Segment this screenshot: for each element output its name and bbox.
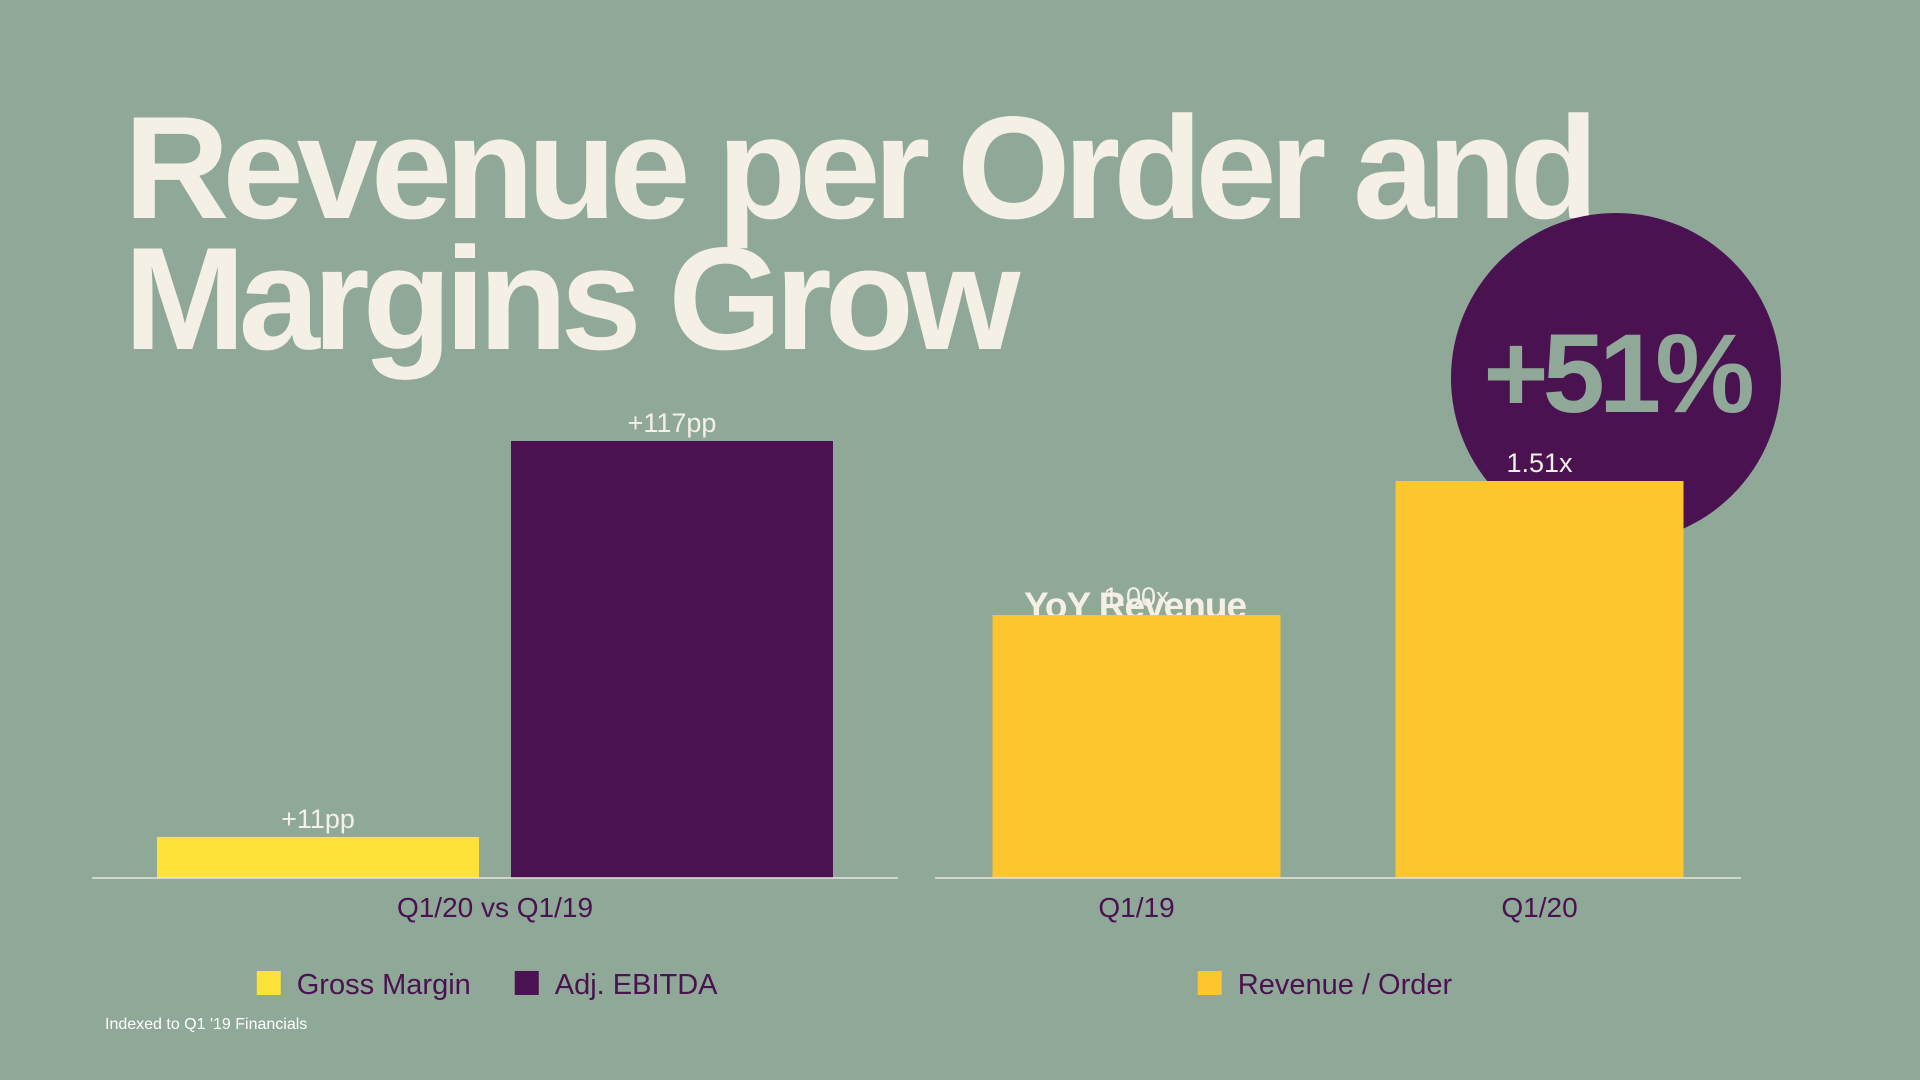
x-tick-label: Q1/19	[1098, 892, 1174, 923]
legend-swatch	[256, 971, 281, 995]
x-tick-label: Q1/20	[1501, 892, 1577, 923]
footnote: Indexed to Q1 '19 Financials	[105, 1016, 307, 1033]
bar	[157, 836, 479, 878]
title-line: Margins Grow	[124, 217, 1021, 380]
value-label: +117pp	[628, 408, 717, 438]
bar	[992, 615, 1281, 878]
legend-label: Gross Margin	[297, 969, 471, 1001]
legend-swatch	[514, 971, 539, 995]
bar	[1395, 481, 1684, 878]
bar	[511, 441, 833, 878]
value-label: +11pp	[281, 804, 355, 834]
x-tick-label: Q1/20 vs Q1/19	[397, 892, 593, 923]
value-label: 1.00x	[1103, 582, 1170, 612]
title-line: Revenue per Order and	[124, 86, 1592, 249]
badge-circle	[1451, 213, 1781, 543]
legend-label: Revenue / Order	[1238, 969, 1453, 1001]
badge-text: +51%	[1483, 311, 1752, 436]
value-label: 1.51x	[1506, 448, 1573, 478]
legend-swatch	[1197, 971, 1222, 995]
legend-label: Adj. EBITDA	[555, 969, 718, 1001]
